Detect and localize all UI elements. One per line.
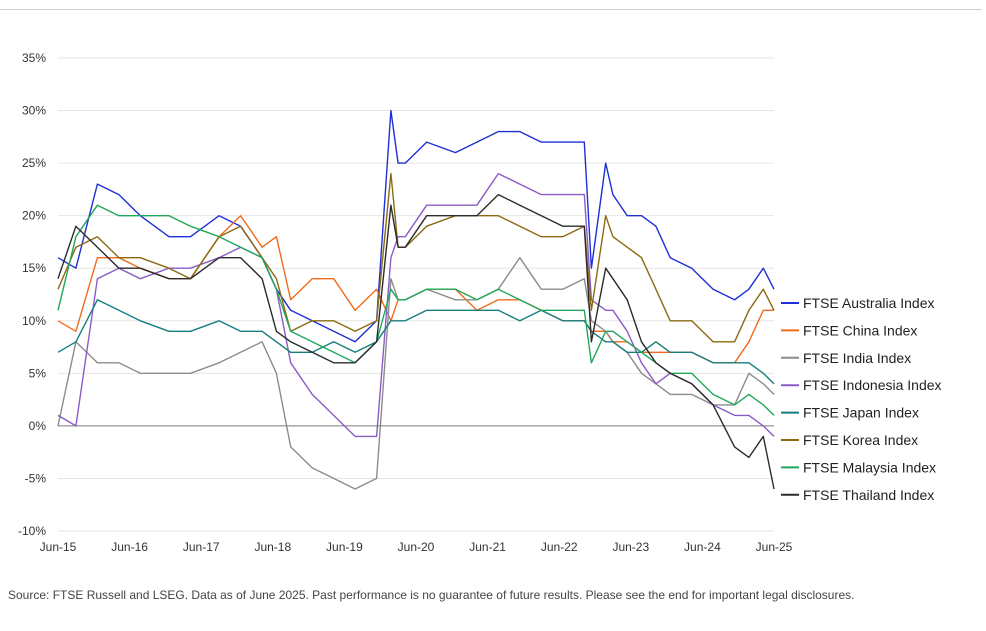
legend-label: FTSE China Index	[803, 322, 917, 338]
legend-label: FTSE Australia Index	[803, 295, 935, 311]
legend-label: FTSE India Index	[803, 350, 911, 366]
x-tick-label: Jun-15	[40, 540, 77, 554]
y-tick-label: 25%	[22, 156, 46, 170]
x-tick-label: Jun-23	[612, 540, 649, 554]
legend: FTSE Australia Index FTSE China Index FTSE…	[781, 295, 942, 503]
y-tick-label: 10%	[22, 314, 46, 328]
series-line	[57, 257, 775, 490]
x-tick-label: Jun-22	[541, 540, 578, 554]
x-tick-label: Jun-21	[469, 540, 506, 554]
x-tick-label: Jun-19	[326, 540, 363, 554]
legend-label: FTSE Japan Index	[803, 405, 919, 421]
series-line	[57, 172, 775, 438]
line-chart: -10% -5% 0% 5% 10% 15% 20% 25% 30% 35% Jun-15 Jun-1…	[18, 51, 942, 554]
y-tick-label: -5%	[25, 471, 47, 485]
legend-label: FTSE Malaysia Index	[803, 459, 936, 475]
axes: -10% -5% 0% 5% 10% 15% 20% 25% 30% 35% Jun-15 Jun-1…	[18, 51, 793, 554]
series-line	[57, 172, 775, 343]
series-lines	[57, 109, 775, 490]
source-note: Source: FTSE Russell and LSEG. Data as o…	[8, 588, 855, 602]
x-tick-label: Jun-18	[254, 540, 291, 554]
top-divider	[0, 9, 982, 10]
y-tick-label: 5%	[29, 366, 47, 380]
y-tick-label: 15%	[22, 261, 46, 275]
y-tick-label: -10%	[18, 524, 46, 538]
legend-label: FTSE Indonesia Index	[803, 377, 942, 393]
x-tick-label: Jun-25	[756, 540, 793, 554]
x-tick-label: Jun-16	[111, 540, 148, 554]
series-line	[57, 109, 775, 343]
series-line	[57, 193, 775, 490]
y-tick-label: 35%	[22, 51, 46, 65]
series-line	[57, 214, 774, 364]
series-line	[57, 299, 775, 385]
x-tick-label: Jun-20	[398, 540, 435, 554]
y-tick-label: 0%	[29, 419, 47, 433]
y-tick-label: 30%	[22, 104, 46, 118]
x-tick-label: Jun-24	[684, 540, 721, 554]
legend-label: FTSE Korea Index	[803, 432, 918, 448]
x-tick-label: Jun-17	[183, 540, 220, 554]
y-tick-label: 20%	[22, 209, 46, 223]
legend-label: FTSE Thailand Index	[803, 487, 934, 503]
